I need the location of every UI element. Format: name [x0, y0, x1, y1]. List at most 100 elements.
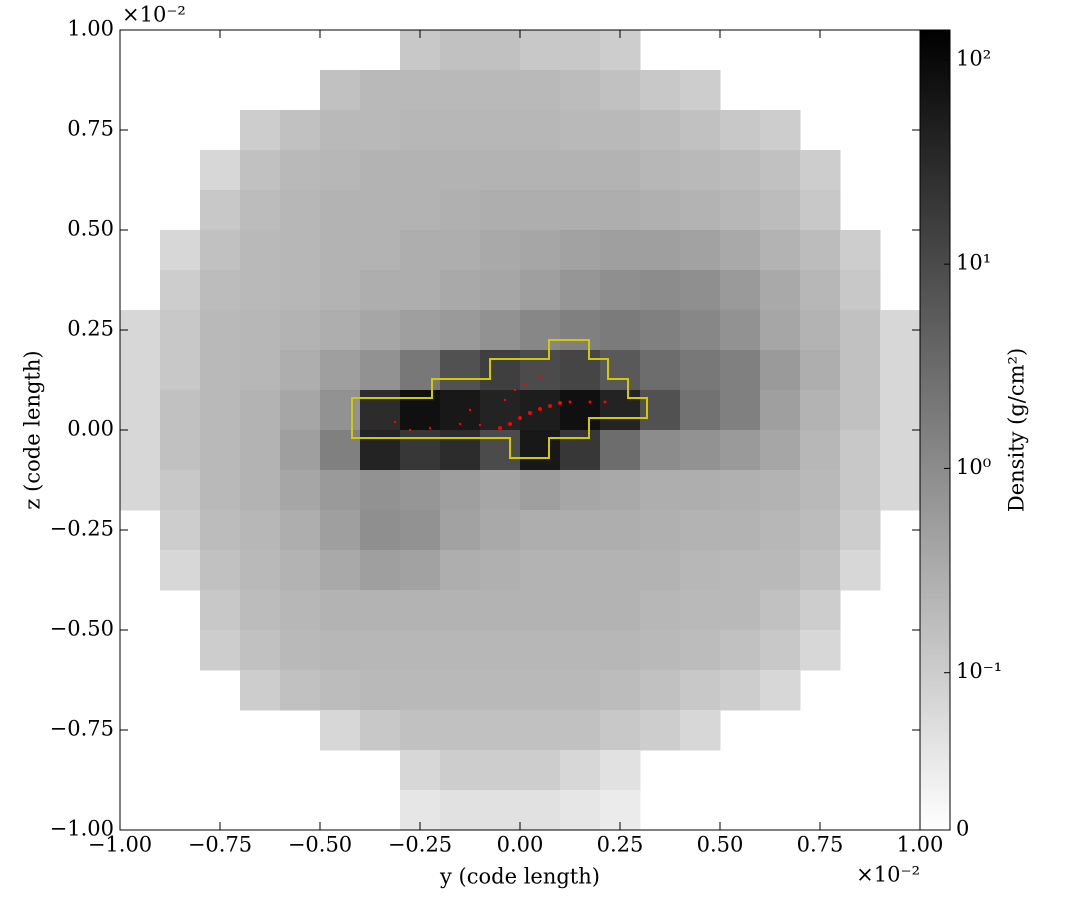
colorbar-segment	[920, 402, 950, 407]
heatmap-cell	[880, 470, 921, 511]
colorbar-segment	[920, 386, 950, 391]
colorbar-segment	[920, 802, 950, 807]
colorbar-segment	[920, 790, 950, 795]
colorbar-segment	[920, 810, 950, 815]
colorbar-segment	[920, 494, 950, 499]
heatmap-cell	[440, 590, 481, 631]
heatmap-cell	[880, 350, 921, 391]
heatmap-cell	[480, 630, 521, 671]
colorbar-segment	[920, 514, 950, 519]
colorbar-segment	[920, 410, 950, 415]
heatmap-cell	[480, 350, 521, 391]
heatmap-cell	[720, 270, 761, 311]
heatmap-cell	[400, 310, 441, 351]
heatmap-cell	[400, 430, 441, 471]
heatmap-cell	[560, 670, 601, 711]
heatmap-cell	[520, 230, 561, 271]
colorbar-segment	[920, 34, 950, 39]
heatmap-cell	[520, 150, 561, 191]
colorbar-segment	[920, 734, 950, 739]
colorbar-segment	[920, 702, 950, 707]
heatmap-cell	[200, 550, 241, 591]
heatmap-cell	[720, 190, 761, 231]
heatmap-cell	[880, 390, 921, 431]
heatmap-cell	[800, 470, 841, 511]
heatmap-cell	[720, 150, 761, 191]
heatmap-cell	[720, 670, 761, 711]
colorbar-segment	[920, 198, 950, 203]
heatmap-cell	[600, 350, 641, 391]
heatmap-cell	[400, 70, 441, 111]
heatmap-cell	[400, 510, 441, 551]
heatmap-cell	[440, 150, 481, 191]
colorbar-segment	[920, 226, 950, 231]
heatmap-cell	[440, 110, 481, 151]
colorbar-segment	[920, 546, 950, 551]
colorbar-segment	[920, 570, 950, 575]
colorbar-segment	[920, 90, 950, 95]
heatmap-cell	[360, 270, 401, 311]
heatmap-cell	[160, 270, 201, 311]
colorbar-segment	[920, 774, 950, 779]
heatmap-cell	[720, 550, 761, 591]
colorbar-segment	[920, 210, 950, 215]
heatmap-cell	[440, 190, 481, 231]
heatmap-cell	[160, 430, 201, 471]
heatmap-cell	[560, 390, 601, 431]
heatmap-cell	[240, 670, 281, 711]
heatmap-cell	[840, 510, 881, 551]
colorbar-segment	[920, 266, 950, 271]
heatmap-cell	[440, 630, 481, 671]
colorbar-segment	[920, 182, 950, 187]
colorbar-segment	[920, 654, 950, 659]
heatmap-cell	[400, 630, 441, 671]
y-tick-label: 0.75	[67, 117, 114, 141]
heatmap-cell	[760, 390, 801, 431]
heatmap-cell	[320, 70, 361, 111]
colorbar-segment	[920, 378, 950, 383]
colorbar-segment	[920, 726, 950, 731]
heatmap-cell	[200, 310, 241, 351]
heatmap-cell	[560, 510, 601, 551]
colorbar-segment	[920, 418, 950, 423]
colorbar-segment	[920, 534, 950, 539]
colorbar-segment	[920, 238, 950, 243]
colorbar-segment	[920, 214, 950, 219]
colorbar-segment	[920, 474, 950, 479]
colorbar-segment	[920, 166, 950, 171]
heatmap-cell	[680, 150, 721, 191]
colorbar-segment	[920, 150, 950, 155]
heatmap-cell	[120, 350, 161, 391]
colorbar-segment	[920, 146, 950, 151]
heatmap-cell	[280, 150, 321, 191]
x-tick-label: 0.00	[497, 833, 544, 857]
heatmap-cell	[720, 110, 761, 151]
colorbar-segment	[920, 506, 950, 511]
colorbar-segment	[920, 326, 950, 331]
colorbar-segment	[920, 754, 950, 759]
colorbar-segment	[920, 350, 950, 355]
heatmap-cell	[520, 190, 561, 231]
heatmap-cell	[240, 110, 281, 151]
heatmap-cell	[360, 110, 401, 151]
heatmap-cell	[120, 430, 161, 471]
y-tick-label: 0.50	[67, 217, 114, 241]
colorbar-segment	[920, 102, 950, 107]
colorbar-segment	[920, 574, 950, 579]
colorbar-segment	[920, 314, 950, 319]
heatmap-cell	[640, 310, 681, 351]
heatmap-cell	[520, 710, 561, 751]
heatmap-cell	[560, 470, 601, 511]
colorbar-segment	[920, 730, 950, 735]
colorbar-segment	[920, 158, 950, 163]
colorbar-segment	[920, 566, 950, 571]
colorbar-segment	[920, 650, 950, 655]
heatmap-cell	[640, 350, 681, 391]
colorbar-segment	[920, 110, 950, 115]
heatmap-cell	[480, 150, 521, 191]
colorbar-segment	[920, 130, 950, 135]
heatmap-cell	[440, 750, 481, 791]
heatmap-cell	[520, 670, 561, 711]
x-tick-label: −0.25	[388, 833, 452, 857]
heatmap-cell	[800, 390, 841, 431]
